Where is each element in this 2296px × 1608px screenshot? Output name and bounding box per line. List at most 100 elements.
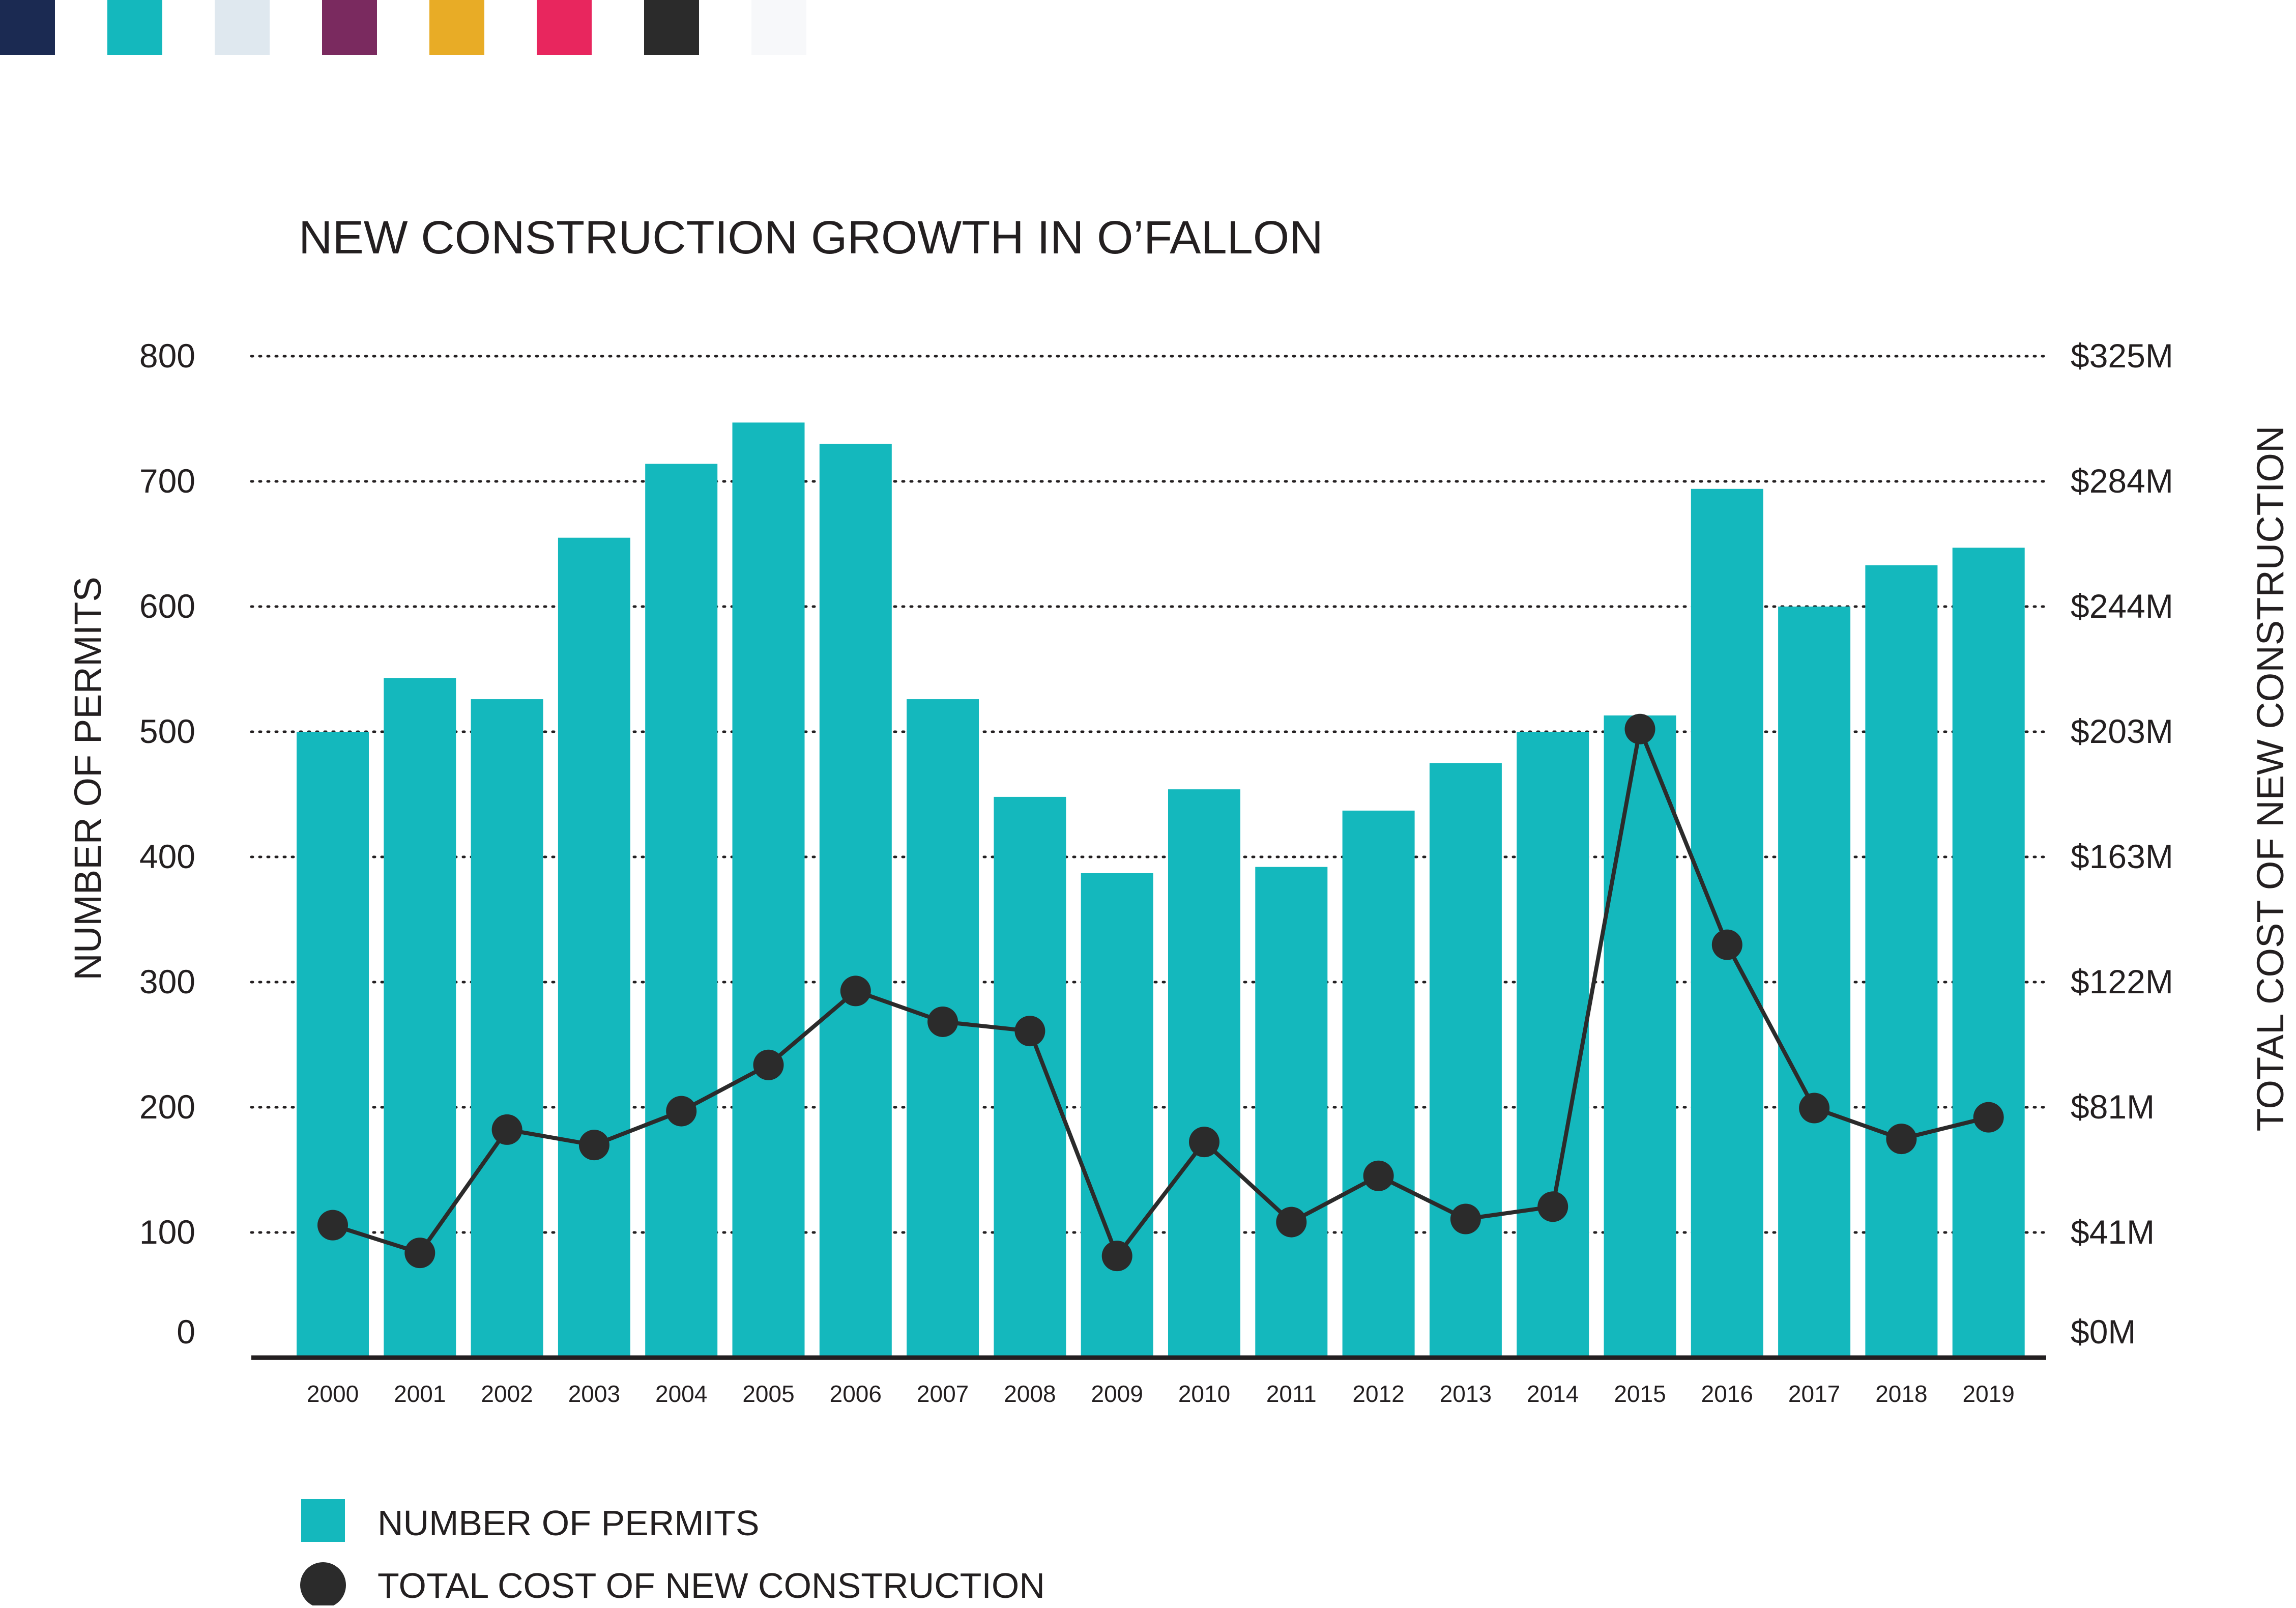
x-tick-label: 2017 <box>1788 1381 1840 1407</box>
x-tick-label: 2008 <box>1004 1381 1056 1407</box>
x-tick-label: 2007 <box>917 1381 969 1407</box>
cost-point <box>1276 1207 1307 1238</box>
cost-point <box>753 1049 784 1080</box>
color-swatch <box>429 0 484 55</box>
cost-point <box>840 975 871 1007</box>
cost-point <box>578 1130 609 1161</box>
bar <box>1952 548 2025 1358</box>
x-tick-label: 2006 <box>830 1381 882 1407</box>
left-tick-label: 300 <box>139 963 195 1000</box>
cost-point <box>1189 1127 1219 1158</box>
x-tick-label: 2012 <box>1352 1381 1404 1407</box>
color-swatch <box>0 0 55 55</box>
cost-point <box>1886 1124 1917 1155</box>
x-tick-label: 2015 <box>1614 1381 1666 1407</box>
bar <box>819 444 892 1358</box>
right-tick-label: $0M <box>2071 1313 2136 1351</box>
right-tick-label: $203M <box>2071 712 2173 750</box>
x-axis-ticks: 2000 2001 2002 2003 2004 2005 2006 2007 2008 2009… <box>307 1381 2015 1407</box>
cost-point <box>666 1096 697 1127</box>
right-tick-label: $325M <box>2071 337 2173 375</box>
left-tick-label: 500 <box>139 712 195 750</box>
cost-point <box>404 1238 435 1269</box>
x-tick-label: 2010 <box>1178 1381 1230 1407</box>
left-tick-label: 200 <box>139 1088 195 1126</box>
bar <box>1778 607 1851 1358</box>
bar <box>1604 715 1676 1358</box>
left-tick-label: 400 <box>139 838 195 875</box>
legend: NUMBER OF PERMITS TOTAL COST OF NEW CONS… <box>300 1499 1045 1608</box>
x-tick-label: 2003 <box>568 1381 620 1407</box>
cost-point <box>1537 1191 1568 1222</box>
x-tick-label: 2009 <box>1091 1381 1143 1407</box>
left-tick-label: 0 <box>177 1313 195 1351</box>
x-tick-label: 2018 <box>1875 1381 1927 1407</box>
cost-line <box>332 727 1989 1258</box>
legend-label-cost: TOTAL COST OF NEW CONSTRUCTION <box>377 1566 1045 1605</box>
right-axis-label: TOTAL COST OF NEW CONSTRUCTION <box>2249 426 2291 1132</box>
right-tick-label: $284M <box>2071 462 2173 500</box>
color-swatch <box>537 0 592 55</box>
bar <box>1081 873 1153 1358</box>
x-tick-label: 2014 <box>1527 1381 1579 1407</box>
color-swatch <box>644 0 699 55</box>
color-swatch <box>751 0 806 55</box>
bar <box>1429 763 1502 1358</box>
left-axis-ticks: 0 100 200 300 400 500 600 700 800 <box>139 337 195 1351</box>
x-tick-label: 2005 <box>742 1381 794 1407</box>
right-tick-label: $41M <box>2071 1213 2155 1251</box>
left-axis-label: NUMBER OF PERMITS <box>67 577 109 980</box>
chart-title: NEW CONSTRUCTION GROWTH IN O’FALLON <box>299 212 1323 264</box>
line-series <box>317 713 2004 1272</box>
right-tick-label: $122M <box>2071 963 2173 1000</box>
cost-point <box>1363 1160 1394 1191</box>
x-tick-label: 2000 <box>307 1381 359 1407</box>
bar <box>1517 732 1589 1358</box>
cost-point <box>1101 1241 1132 1272</box>
right-tick-label: $81M <box>2071 1088 2155 1126</box>
bar <box>994 796 1066 1358</box>
right-tick-label: $163M <box>2071 838 2173 875</box>
x-tick-label: 2004 <box>655 1381 707 1407</box>
left-tick-label: 800 <box>139 337 195 375</box>
cost-point <box>1711 929 1742 960</box>
left-tick-label: 600 <box>139 587 195 625</box>
left-tick-label: 100 <box>139 1213 195 1251</box>
color-swatch <box>322 0 377 55</box>
x-tick-label: 2016 <box>1701 1381 1753 1407</box>
left-tick-label: 700 <box>139 462 195 500</box>
cost-point <box>317 1210 348 1241</box>
bar <box>1865 565 1938 1358</box>
bar <box>558 537 630 1358</box>
x-tick-label: 2013 <box>1440 1381 1492 1407</box>
x-tick-label: 2001 <box>394 1381 446 1407</box>
color-swatch-row <box>0 0 806 55</box>
bar-series <box>297 422 2025 1358</box>
bar <box>1691 489 1763 1358</box>
cost-point <box>1014 1016 1045 1047</box>
bar <box>297 732 369 1358</box>
right-axis-ticks: $0M $41M $81M $122M $163M $203M $244M $284M $325… <box>2071 337 2173 1351</box>
bar <box>732 422 805 1358</box>
color-swatch <box>215 0 270 55</box>
x-tick-label: 2002 <box>481 1381 533 1407</box>
bar <box>1255 867 1328 1358</box>
bar <box>645 464 718 1358</box>
cost-point <box>1973 1102 2004 1133</box>
cost-point <box>1624 713 1655 744</box>
cost-point <box>1450 1203 1481 1234</box>
x-tick-label: 2019 <box>1963 1381 2015 1407</box>
cost-point <box>491 1114 522 1145</box>
legend-marker-line <box>300 1562 346 1608</box>
cost-point <box>1799 1093 1830 1124</box>
x-tick-label: 2011 <box>1266 1381 1317 1407</box>
color-swatch <box>107 0 162 55</box>
cost-point <box>927 1006 958 1037</box>
right-tick-label: $244M <box>2071 587 2173 625</box>
bar <box>1342 810 1415 1358</box>
bar <box>471 699 543 1358</box>
legend-swatch-bar <box>301 1499 345 1542</box>
bar <box>1168 789 1240 1358</box>
